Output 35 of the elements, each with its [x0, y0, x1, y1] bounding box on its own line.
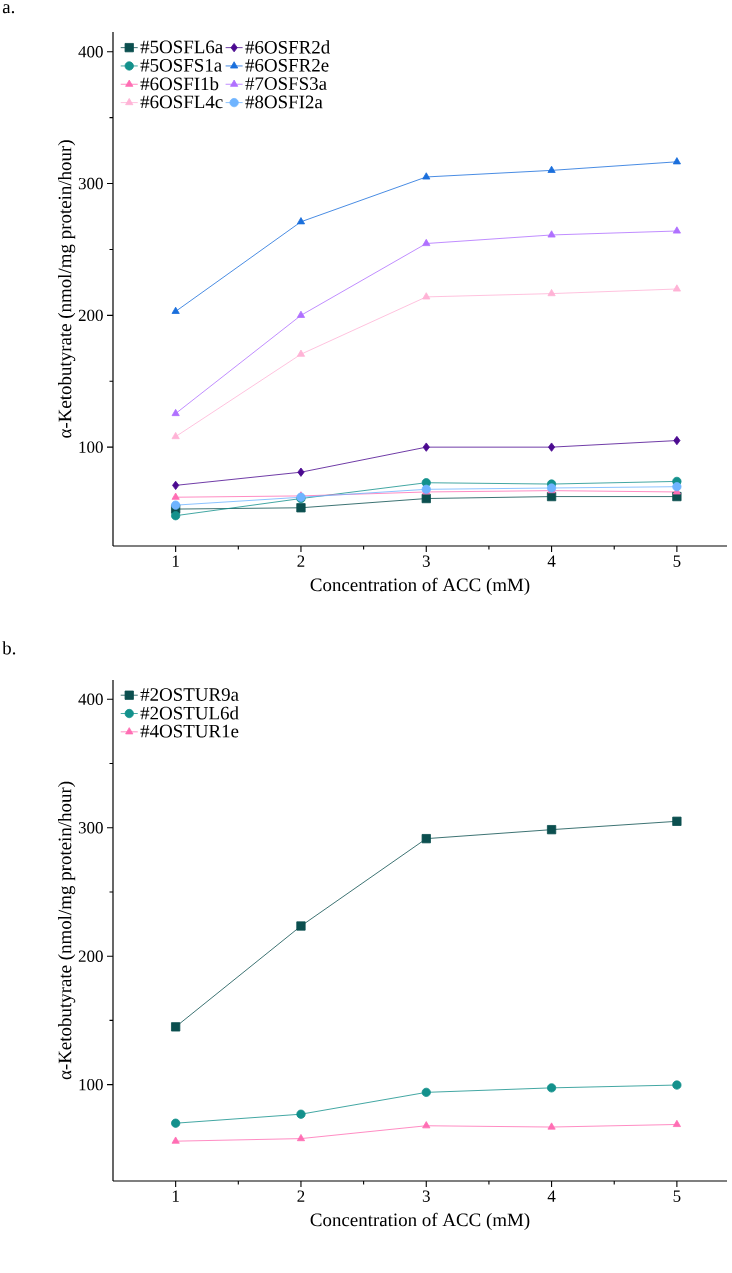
x-tick-label: 2 — [297, 1190, 305, 1202]
legend-label: #8OSFI2a — [245, 95, 323, 109]
y-tick-label: 400 — [78, 46, 103, 58]
legend-label: #6OSFR2d — [245, 40, 330, 54]
y-tick-label: 400 — [78, 693, 103, 705]
chart-title: a. — [2, 4, 15, 14]
x-axis-title: Concentration of ACC (mM) — [310, 1212, 530, 1231]
legend-label: #5OSFS1a — [140, 58, 222, 72]
y-tick-label: 200 — [78, 309, 103, 322]
y-tick-label: 100 — [79, 1078, 103, 1091]
legend-label: #2OSTUR9a — [140, 688, 239, 701]
x-tick-label: 5 — [673, 555, 681, 567]
x-tick-label: 4 — [547, 555, 556, 567]
y-tick-label: 100 — [79, 441, 103, 453]
x-tick-label: 3 — [422, 555, 430, 567]
x-tick-label: 2 — [297, 555, 305, 567]
x-tick-label: 1 — [172, 1190, 179, 1202]
legend-label: #4OSTUR1e — [140, 724, 239, 738]
y-tick-label: 300 — [78, 177, 103, 190]
x-tick-label: 3 — [422, 1190, 430, 1202]
legend-label: #2OSTUL6d — [140, 706, 239, 720]
chart-title: b. — [2, 641, 16, 655]
legend-label: #6OSFI1b — [140, 76, 219, 91]
legend-label: #6OSFL4c — [140, 95, 223, 109]
legend-label: #5OSFL6a — [140, 40, 223, 54]
x-tick-label: 4 — [547, 1190, 556, 1202]
y-tick-label: 200 — [78, 950, 103, 962]
legend-label: #7OSFS3a — [245, 77, 327, 90]
y-axis-title: α-Ketobutyrate (nmol/mg protein/hour) — [58, 140, 76, 438]
x-axis-title: Concentration of ACC (mM) — [310, 577, 530, 596]
y-tick-label: 300 — [78, 822, 103, 834]
x-tick-label: 5 — [673, 1190, 681, 1202]
legend-label: #6OSFR2e — [245, 58, 329, 72]
x-tick-label: 1 — [172, 555, 179, 567]
y-axis-title: α-Ketobutyrate (nmol/mg protein/hour) — [58, 781, 76, 1080]
